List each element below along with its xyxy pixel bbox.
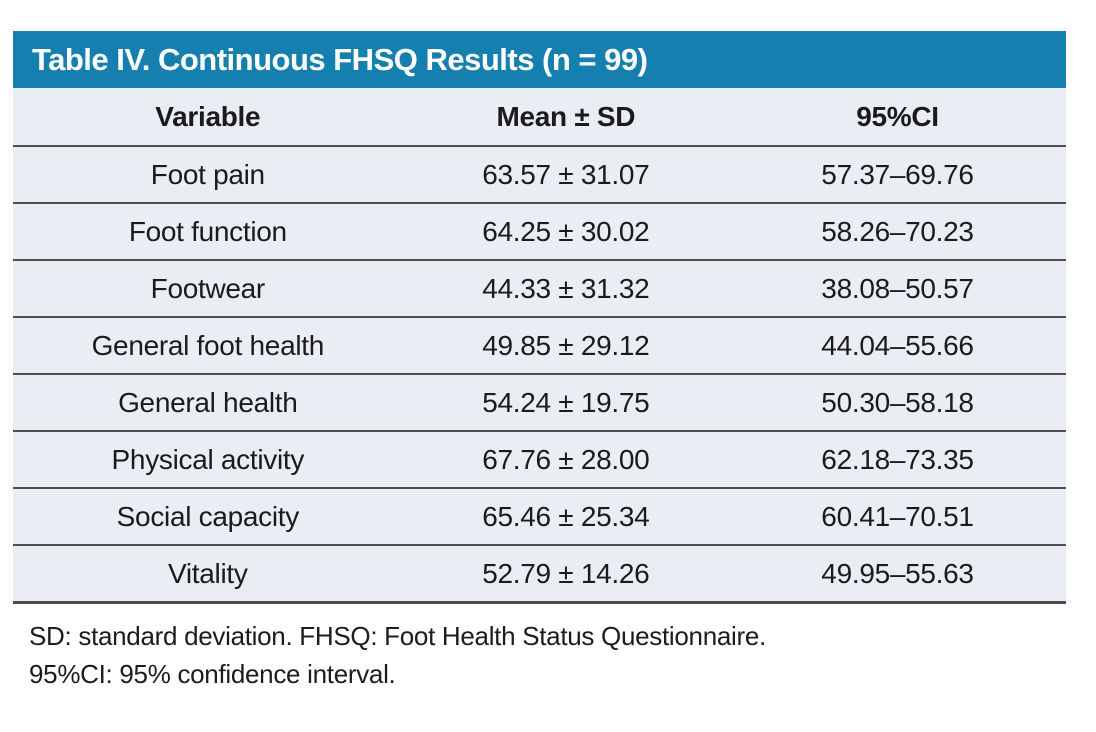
column-header-ci: 95%CI — [856, 100, 939, 132]
cell-mean-sd: 63.57 ± 31.07 — [402, 145, 730, 203]
cell-variable: Foot function — [13, 202, 403, 260]
cell-mean-sd: 54.24 ± 19.75 — [402, 373, 730, 431]
table-row: Foot function 64.25 ± 30.02 58.26–70.23 — [13, 202, 1066, 260]
table-row: Footwear 44.33 ± 31.32 38.08–50.57 — [13, 259, 1066, 317]
cell-ci: 49.95–55.63 — [729, 544, 1066, 603]
cell-ci: 57.37–69.76 — [729, 145, 1066, 203]
fhsq-results-table: Variable Mean ± SD 95%CI Foot pain 63.57… — [13, 88, 1066, 604]
cell-mean-sd: 52.79 ± 14.26 — [402, 544, 730, 603]
table-row: Social capacity 65.46 ± 25.34 60.41–70.5… — [13, 487, 1066, 545]
cell-ci: 60.41–70.51 — [729, 487, 1066, 545]
table-figure: Table IV. Continuous FHSQ Results (n = 9… — [13, 31, 1066, 693]
cell-variable: Physical activity — [13, 430, 403, 488]
column-header-variable: Variable — [155, 100, 261, 132]
table-header-row: Variable Mean ± SD 95%CI — [13, 88, 1066, 146]
cell-variable: Social capacity — [13, 487, 403, 545]
cell-mean-sd: 67.76 ± 28.00 — [402, 430, 730, 488]
cell-variable: Footwear — [13, 259, 403, 317]
cell-mean-sd: 65.46 ± 25.34 — [402, 487, 730, 545]
table-row: Vitality 52.79 ± 14.26 49.95–55.63 — [13, 544, 1066, 603]
cell-variable: General health — [13, 373, 403, 431]
footnote-line-1: SD: standard deviation. FHSQ: Foot Healt… — [29, 621, 766, 651]
cell-mean-sd: 49.85 ± 29.12 — [402, 316, 730, 374]
table-title: Table IV. Continuous FHSQ Results (n = 9… — [32, 41, 648, 77]
cell-variable: General foot health — [13, 316, 403, 374]
table-row: Foot pain 63.57 ± 31.07 57.37–69.76 — [13, 145, 1066, 203]
table-title-bar: Table IV. Continuous FHSQ Results (n = 9… — [13, 31, 1066, 88]
cell-ci: 44.04–55.66 — [729, 316, 1066, 374]
table-row: Physical activity 67.76 ± 28.00 62.18–73… — [13, 430, 1066, 488]
table-row: General foot health 49.85 ± 29.12 44.04–… — [13, 316, 1066, 374]
cell-ci: 62.18–73.35 — [729, 430, 1066, 488]
cell-variable: Vitality — [13, 544, 403, 603]
footnote-line-2: 95%CI: 95% confidence interval. — [29, 659, 396, 689]
table-footnotes: SD: standard deviation. FHSQ: Foot Healt… — [13, 617, 1066, 693]
column-header-mean-sd: Mean ± SD — [496, 100, 636, 132]
cell-ci: 38.08–50.57 — [729, 259, 1066, 317]
cell-mean-sd: 44.33 ± 31.32 — [402, 259, 730, 317]
cell-variable: Foot pain — [13, 145, 403, 203]
cell-mean-sd: 64.25 ± 30.02 — [402, 202, 730, 260]
cell-ci: 58.26–70.23 — [729, 202, 1066, 260]
cell-ci: 50.30–58.18 — [729, 373, 1066, 431]
table-row: General health 54.24 ± 19.75 50.30–58.18 — [13, 373, 1066, 431]
